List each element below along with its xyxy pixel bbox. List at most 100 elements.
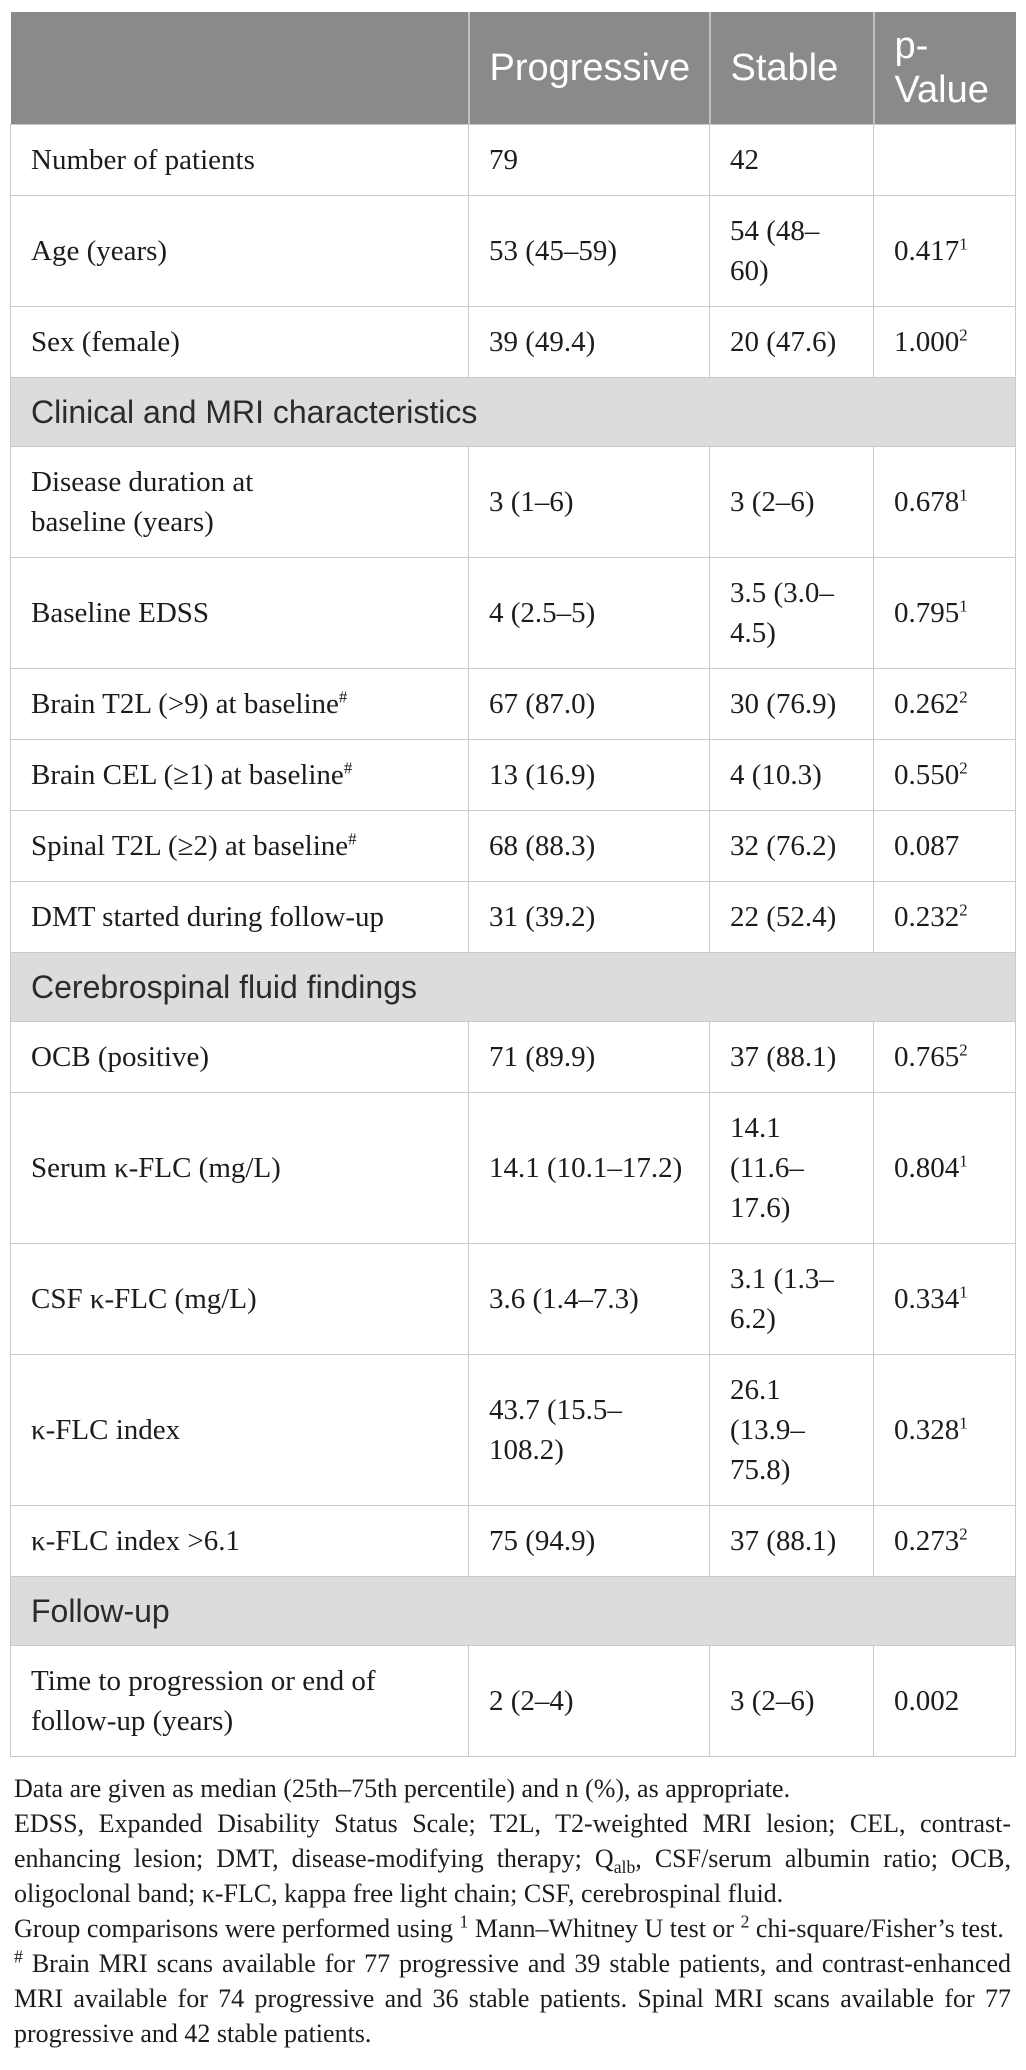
section-row: Follow-up	[10, 1576, 1016, 1646]
row-label-cell: κ-FLC index >6.1	[10, 1505, 469, 1577]
table-row: Disease duration at baseline (years) 3 (…	[10, 446, 1016, 558]
table-body: Number of patients 79 42 Age (years) 53 …	[10, 124, 1016, 1757]
p-value-superscript: 1	[959, 1282, 968, 1302]
p-value-text: 0.087	[894, 830, 960, 862]
cell-p-value: 0.087	[873, 810, 1016, 882]
p-value-text: 0.328	[894, 1414, 960, 1446]
footnotes: Data are given as median (25th–75th perc…	[14, 1771, 1011, 2051]
p-value-superscript: 2	[959, 687, 968, 707]
cell-p-value: 0.3281	[873, 1354, 1016, 1506]
section-title: Follow-up	[10, 1576, 1016, 1646]
cell-progressive: 39 (49.4)	[468, 306, 710, 378]
row-label-cell: Brain T2L (>9) at baseline#	[10, 668, 469, 740]
p-value-superscript: 2	[959, 758, 968, 778]
cell-p-value	[873, 124, 1016, 196]
cell-p-value: 0.6781	[873, 446, 1016, 558]
footnote: Group comparisons were performed using 1…	[14, 1911, 1004, 1943]
section-row: Clinical and MRI characteristics	[10, 377, 1016, 447]
table-row: κ-FLC index >6.1 75 (94.9) 37 (88.1) 0.2…	[10, 1505, 1016, 1577]
cell-progressive: 68 (88.3)	[468, 810, 710, 882]
p-value-superscript: 2	[959, 1040, 968, 1060]
p-value-text: 0.795	[894, 597, 960, 629]
p-value-text: 1.000	[894, 326, 960, 358]
cell-progressive: 71 (89.9)	[468, 1021, 710, 1093]
p-value-text: 0.002	[894, 1685, 960, 1717]
column-header-empty	[10, 12, 469, 125]
row-label: Age (years)	[31, 235, 168, 267]
p-value-text: 0.334	[894, 1283, 960, 1315]
cell-stable: 20 (47.6)	[709, 306, 874, 378]
cell-stable: 32 (76.2)	[709, 810, 874, 882]
row-label-cell: CSF κ-FLC (mg/L)	[10, 1243, 469, 1355]
cell-stable: 42	[709, 124, 874, 196]
table-row: DMT started during follow-up 31 (39.2) 2…	[10, 881, 1016, 953]
row-label: κ-FLC index	[31, 1414, 181, 1446]
cell-stable: 3.1 (1.3– 6.2)	[709, 1243, 874, 1355]
row-label: Baseline EDSS	[31, 597, 210, 629]
cell-progressive: 3.6 (1.4–7.3)	[468, 1243, 710, 1355]
row-label-cell: DMT started during follow-up	[10, 881, 469, 953]
cell-progressive: 75 (94.9)	[468, 1505, 710, 1577]
cell-progressive: 2 (2–4)	[468, 1645, 710, 1757]
row-label-cell: Disease duration at baseline (years)	[10, 446, 469, 558]
cell-progressive: 3 (1–6)	[468, 446, 710, 558]
row-label-cell: OCB (positive)	[10, 1021, 469, 1093]
cell-p-value: 0.7652	[873, 1021, 1016, 1093]
p-value-superscript: 1	[959, 1413, 968, 1433]
footnote-superscript: 1	[459, 1911, 469, 1932]
cell-p-value: 0.3341	[873, 1243, 1016, 1355]
table-row: Spinal T2L (≥2) at baseline# 68 (88.3) 3…	[10, 810, 1016, 882]
cell-stable: 26.1 (13.9– 75.8)	[709, 1354, 874, 1506]
row-label: κ-FLC index >6.1	[31, 1525, 240, 1557]
row-label: Brain CEL (≥1) at baseline	[31, 759, 344, 791]
cell-progressive: 79	[468, 124, 710, 196]
cell-stable: 3.5 (3.0– 4.5)	[709, 557, 874, 669]
p-value-superscript: 1	[959, 1151, 968, 1171]
row-label: OCB (positive)	[31, 1041, 210, 1073]
p-value-superscript: 2	[959, 1524, 968, 1544]
cell-progressive: 4 (2.5–5)	[468, 557, 710, 669]
row-label-cell: Time to progression or end of follow-up …	[10, 1645, 469, 1757]
cell-progressive: 43.7 (15.5– 108.2)	[468, 1354, 710, 1506]
cell-p-value: 0.8041	[873, 1092, 1016, 1244]
table-row: Sex (female) 39 (49.4) 20 (47.6) 1.0002	[10, 306, 1016, 378]
row-label: Brain T2L (>9) at baseline	[31, 688, 339, 720]
p-value-text: 0.765	[894, 1041, 960, 1073]
row-label-cell: Sex (female)	[10, 306, 469, 378]
row-label-superscript: #	[348, 829, 357, 849]
row-label-cell: Brain CEL (≥1) at baseline#	[10, 739, 469, 811]
cell-stable: 3 (2–6)	[709, 446, 874, 558]
cell-p-value: 0.002	[873, 1645, 1016, 1757]
table-row: Number of patients 79 42	[10, 124, 1016, 196]
table-row: Age (years) 53 (45–59) 54 (48– 60) 0.417…	[10, 195, 1016, 307]
cell-p-value: 0.2732	[873, 1505, 1016, 1577]
row-label: DMT started during follow-up	[31, 901, 385, 933]
cell-p-value: 0.2322	[873, 881, 1016, 953]
table-row: κ-FLC index 43.7 (15.5– 108.2) 26.1 (13.…	[10, 1354, 1016, 1506]
p-value-text: 0.273	[894, 1525, 960, 1557]
cell-stable: 3 (2–6)	[709, 1645, 874, 1757]
section-title: Cerebrospinal fluid findings	[10, 952, 1016, 1022]
p-value-superscript: 1	[959, 596, 968, 616]
row-label: Sex (female)	[31, 326, 180, 358]
cell-p-value: 0.4171	[873, 195, 1016, 307]
cell-stable: 14.1 (11.6– 17.6)	[709, 1092, 874, 1244]
cell-stable: 22 (52.4)	[709, 881, 874, 953]
footnote: EDSS, Expanded Disability Status Scale; …	[14, 1809, 1011, 1908]
cell-progressive: 14.1 (10.1–17.2)	[468, 1092, 710, 1244]
p-value-text: 0.678	[894, 486, 960, 518]
column-header-progressive: Progressive	[467, 12, 710, 125]
cell-stable: 37 (88.1)	[709, 1505, 874, 1577]
p-value-superscript: 1	[959, 234, 968, 254]
p-value-text: 0.550	[894, 759, 960, 791]
row-label: Number of patients	[31, 144, 255, 176]
table-row: Baseline EDSS 4 (2.5–5) 3.5 (3.0– 4.5) 0…	[10, 557, 1016, 669]
footnote-superscript: 2	[740, 1911, 750, 1932]
footnote-subscript: alb	[613, 1857, 636, 1878]
row-label-cell: Serum κ-FLC (mg/L)	[10, 1092, 469, 1244]
footnote: # Brain MRI scans available for 77 progr…	[14, 1946, 1011, 2048]
table-row: Brain T2L (>9) at baseline# 67 (87.0) 30…	[10, 668, 1016, 740]
p-value-superscript: 2	[959, 325, 968, 345]
p-value-superscript: 2	[959, 900, 968, 920]
